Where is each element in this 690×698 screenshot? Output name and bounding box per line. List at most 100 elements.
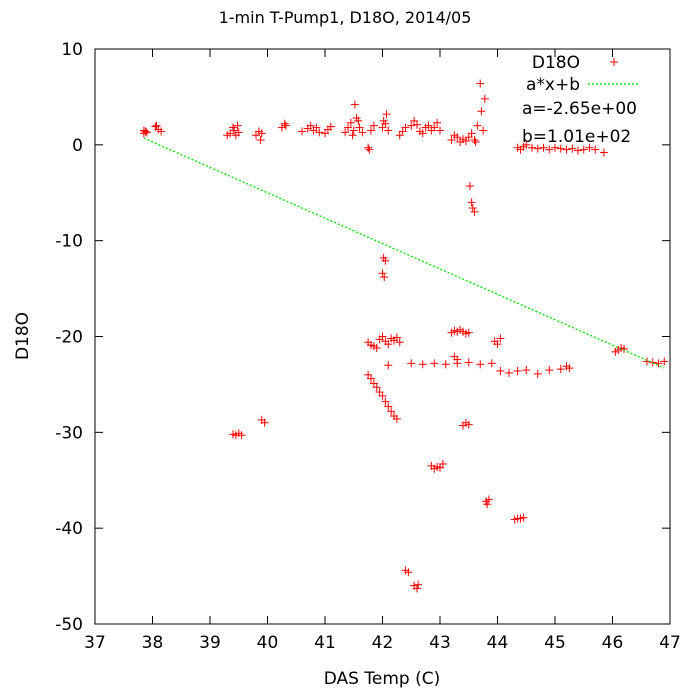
data-point [467,198,476,207]
data-point [565,364,574,373]
x-axis-label: DAS Temp (C) [324,669,440,689]
x-tick-label: 44 [487,633,509,653]
data-point [438,459,447,468]
data-point [378,269,387,278]
data-point [660,357,669,366]
data-point [551,143,559,152]
data-point [522,140,531,149]
data-point [654,359,663,368]
data-point [471,137,480,146]
data-point [539,143,548,152]
data-point [556,144,565,153]
data-point [433,118,442,127]
x-tick-label: 43 [429,633,451,653]
data-point [465,182,474,191]
y-axis-label: D18O [13,312,33,360]
data-point [579,145,588,154]
data-point [591,145,600,154]
data-point [326,122,335,131]
data-point [387,407,396,416]
data-point [354,116,363,125]
x-tick-label: 46 [602,633,624,653]
data-point [430,123,439,132]
y-tick-label: -50 [55,615,83,635]
data-point [574,146,582,155]
y-tick-label: -40 [55,519,83,539]
y-tick-label: -10 [55,232,83,252]
data-point [413,584,421,593]
x-tick-label: 42 [372,633,394,653]
data-point [473,121,482,130]
y-tick-label: 10 [61,40,83,60]
data-point [464,358,473,367]
data-point [477,107,486,116]
data-point [505,368,513,377]
data-point [157,127,166,136]
legend-label-fit: a*x+b [526,75,580,95]
data-point [407,121,416,130]
y-tick-label: 0 [72,136,83,156]
data-point [234,128,243,137]
data-point [381,119,390,128]
data-points [139,79,669,593]
data-point [545,145,554,154]
data-point [142,128,151,137]
fit-line-group [143,137,665,369]
data-point [378,391,387,400]
data-point [487,359,496,368]
data-point [430,359,439,368]
data-point [233,121,242,130]
data-point [453,133,462,142]
data-point [367,126,375,135]
data-point [464,420,473,429]
data-point [447,136,456,145]
data-point [493,340,502,349]
x-tick-label: 37 [84,633,106,653]
data-point [484,495,493,504]
data-point [381,397,390,406]
annotation-a: a=-2.65e+00 [522,99,637,119]
x-tick-label: 38 [142,633,164,653]
data-point [464,328,473,337]
data-point [480,94,489,103]
data-point [365,145,374,154]
data-point [413,120,421,129]
data-point [436,126,444,135]
data-point [407,359,416,368]
data-point [382,110,391,119]
data-point [315,128,324,137]
x-tick-label: 45 [544,633,566,653]
data-point [453,355,462,364]
data-point [355,123,364,132]
data-point [468,204,477,213]
data-point [141,127,150,136]
data-point [476,360,485,369]
data-point [152,121,161,130]
data-point [599,148,608,157]
data-point [479,126,488,135]
data-point [364,143,373,152]
data-point [380,273,389,282]
data-point [230,126,239,135]
data-point [424,121,433,130]
data-point [496,367,505,375]
data-point [298,127,306,136]
annotation-b: b=1.01e+02 [522,127,631,147]
data-point [381,256,390,265]
data-point [344,123,352,132]
data-point [369,121,378,130]
data-point [384,361,393,370]
data-point [237,431,246,440]
data-point [346,118,355,127]
data-point [392,414,401,423]
x-tick-label: 40 [257,633,279,653]
data-point [306,121,315,130]
data-point [312,123,321,132]
data-point [483,500,492,509]
data-point [533,144,542,153]
data-point [384,126,393,135]
data-point [470,207,479,216]
data-point [348,131,357,140]
y-tick-label: -20 [55,328,83,348]
